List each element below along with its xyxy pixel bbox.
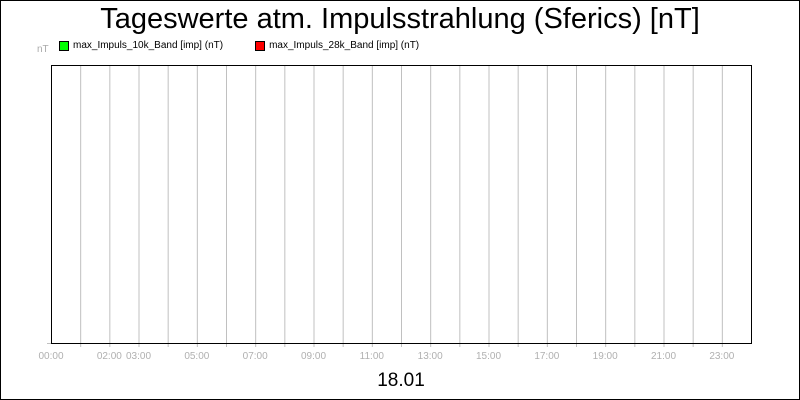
legend-label: max_Impuls_10k_Band [imp] (nT) xyxy=(73,40,224,51)
x-tick-label: 07:00 xyxy=(243,351,268,362)
legend-label: max_Impuls_28k_Band [imp] (nT) xyxy=(269,40,420,51)
legend-item: max_Impuls_10k_Band [imp] (nT) xyxy=(59,40,223,51)
x-tick-label: 09:00 xyxy=(301,351,326,362)
x-tick-label: 21:00 xyxy=(651,351,676,362)
x-tick-label: 02:00 xyxy=(97,351,122,362)
x-tick-label: 15:00 xyxy=(476,351,501,362)
x-tick-label: 19:00 xyxy=(593,351,618,362)
legend: max_Impuls_10k_Band [imp] (nT) max_Impul… xyxy=(59,40,419,51)
x-tick-label: 17:00 xyxy=(534,351,559,362)
x-tick-label: 23:00 xyxy=(709,351,734,362)
legend-swatch xyxy=(255,40,266,51)
legend-swatch xyxy=(59,40,69,51)
chart-title: Tageswerte atm. Impulsstrahlung (Sferics… xyxy=(100,3,700,35)
x-tick-label: 13:00 xyxy=(418,351,443,362)
x-tick-label: 11:00 xyxy=(360,351,385,362)
x-tick-label: 05:00 xyxy=(184,351,209,362)
plot-frame xyxy=(51,65,752,344)
y-axis-label: nT xyxy=(37,44,49,55)
x-tick-label: 00:00 xyxy=(38,351,63,362)
legend-item: max_Impuls_28k_Band [imp] (nT) xyxy=(255,40,419,51)
x-tick-label: 03:00 xyxy=(126,351,151,362)
x-axis-label: 18.01 xyxy=(377,370,425,391)
